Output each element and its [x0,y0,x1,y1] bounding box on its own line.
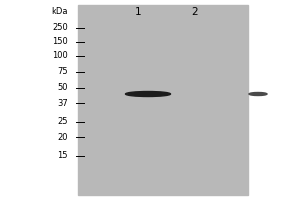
Text: 1: 1 [135,7,141,17]
Ellipse shape [125,92,170,97]
Text: kDa: kDa [52,7,68,17]
Text: 50: 50 [58,84,68,92]
Text: 20: 20 [58,132,68,142]
Text: 2: 2 [192,7,198,17]
Text: 250: 250 [52,23,68,32]
Text: 15: 15 [58,152,68,160]
Text: 100: 100 [52,51,68,60]
Ellipse shape [249,92,267,96]
Text: 75: 75 [57,68,68,76]
Bar [78,5,248,195]
Text: 150: 150 [52,38,68,46]
Text: 37: 37 [57,98,68,108]
Text: 25: 25 [58,117,68,127]
